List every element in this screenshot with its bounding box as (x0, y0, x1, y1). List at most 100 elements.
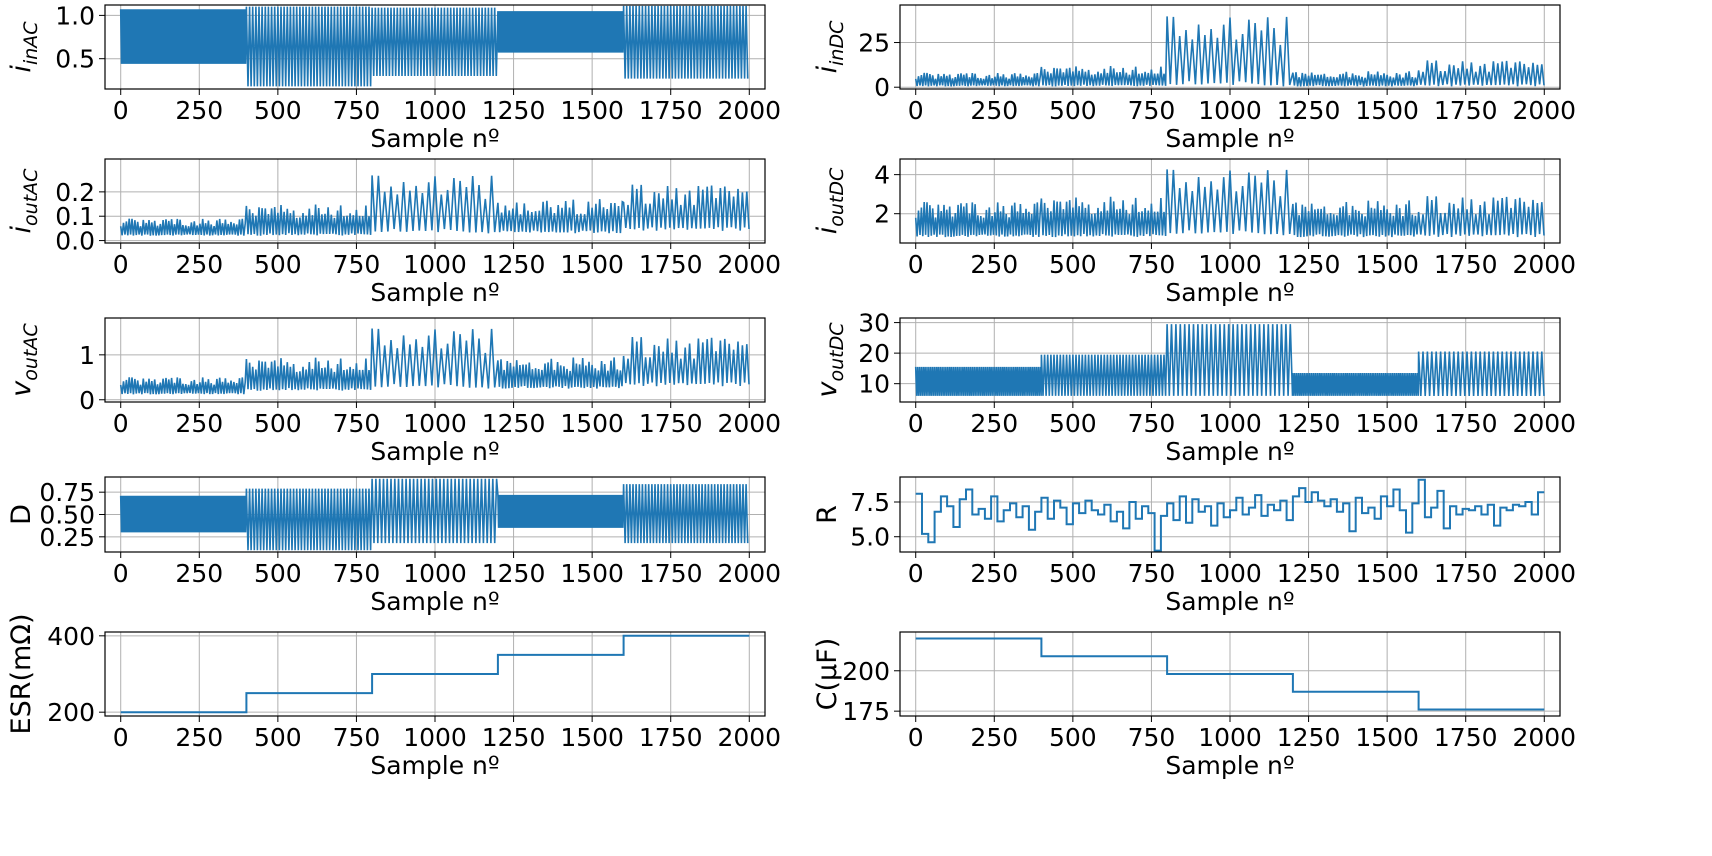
x-tick-label: 250 (175, 559, 223, 588)
y-axis-label: voutAC (6, 323, 42, 397)
x-tick-label: 2000 (717, 250, 781, 279)
series-line-ESR (120, 634, 750, 714)
y-axis-label-main: i (6, 225, 37, 233)
x-tick-label: 1500 (560, 409, 624, 438)
x-tick-label: 250 (970, 723, 1018, 752)
x-axis-label: Sample nº (1165, 587, 1294, 616)
x-tick-label: 1250 (482, 409, 546, 438)
y-axis-label-subscript: outAC (20, 168, 42, 226)
x-tick-label: 0 (908, 559, 924, 588)
x-tick-label: 1000 (403, 250, 467, 279)
x-tick-label: 1250 (1277, 96, 1341, 125)
x-tick-label: 250 (970, 96, 1018, 125)
x-tick-label: 500 (1049, 96, 1097, 125)
x-tick-label: 1750 (1434, 723, 1498, 752)
y-axis-label: iinDC (812, 20, 848, 73)
x-tick-label: 1750 (1434, 250, 1498, 279)
x-tick-label: 500 (1049, 559, 1097, 588)
x-tick-label: 1750 (1434, 559, 1498, 588)
y-axis-label-main: v (6, 380, 37, 397)
x-tick-label: 1500 (1355, 250, 1419, 279)
x-tick-label: 750 (333, 409, 381, 438)
x-tick-label: 500 (254, 250, 302, 279)
x-tick-label: 2000 (1512, 250, 1576, 279)
x-tick-label: 1000 (403, 559, 467, 588)
y-tick-label: 0 (874, 73, 890, 102)
y-axis-label-subscript: outAC (20, 323, 42, 381)
x-tick-label: 750 (1128, 96, 1176, 125)
x-tick-label: 1250 (1277, 250, 1341, 279)
axes-frame (104, 476, 766, 553)
x-tick-label: 1000 (403, 409, 467, 438)
x-tick-label: 250 (970, 250, 1018, 279)
x-tick-label: 1750 (1434, 409, 1498, 438)
y-axis-label: C(μF) (812, 638, 843, 711)
axes-frame (104, 631, 766, 717)
axes-frame (899, 4, 1561, 90)
series-line-iinDC (914, 16, 1545, 87)
x-tick-label: 1750 (639, 96, 703, 125)
x-tick-label: 0 (113, 723, 129, 752)
x-tick-label: 1250 (1277, 559, 1341, 588)
y-tick-label: 0.25 (39, 523, 95, 552)
x-tick-label: 500 (254, 96, 302, 125)
chart-panel-R: 0 250 500 750 1000 1250 1500 1750 2000 5.0 7.5 Samp… (812, 476, 1576, 616)
x-tick-label: 1500 (560, 250, 624, 279)
y-tick-label: 200 (842, 657, 890, 686)
y-axis-label: D (6, 504, 37, 525)
chart-panel-voutAC: 0 250 500 750 1000 1250 1500 1750 2000 0 1 Sample n… (6, 317, 781, 466)
axes-frame (104, 158, 766, 244)
x-tick-label: 750 (333, 96, 381, 125)
x-tick-label: 750 (333, 723, 381, 752)
x-tick-label: 250 (970, 409, 1018, 438)
y-tick-label: 2 (874, 200, 890, 229)
y-tick-label: 200 (47, 698, 95, 727)
x-tick-label: 1000 (1198, 96, 1262, 125)
y-axis-label: ioutDC (812, 167, 848, 234)
x-tick-label: 250 (175, 250, 223, 279)
x-axis-label: Sample nº (1165, 437, 1294, 466)
x-axis-label: Sample nº (370, 278, 499, 307)
y-tick-label: 0.75 (39, 478, 95, 507)
x-tick-label: 1500 (1355, 723, 1419, 752)
x-tick-label: 1000 (1198, 559, 1262, 588)
series-line-ioutAC (119, 175, 750, 236)
series-line-ioutDC (914, 169, 1545, 238)
y-axis-label-main: C(μF) (812, 638, 843, 711)
x-tick-label: 2000 (1512, 409, 1576, 438)
x-tick-label: 250 (970, 559, 1018, 588)
axes-frame (899, 631, 1561, 717)
y-tick-label: 0.1 (55, 202, 95, 231)
x-tick-label: 1500 (1355, 96, 1419, 125)
x-tick-label: 0 (113, 250, 129, 279)
x-tick-label: 1750 (1434, 96, 1498, 125)
y-tick-label: 0.0 (55, 227, 95, 256)
y-axis-label-main: R (812, 505, 843, 524)
y-axis-label-subscript: outDC (826, 167, 848, 227)
y-tick-label: 25 (858, 29, 890, 58)
x-axis-label: Sample nº (1165, 278, 1294, 307)
x-tick-label: 750 (333, 250, 381, 279)
x-tick-label: 1000 (403, 96, 467, 125)
y-tick-label: 30 (858, 309, 890, 338)
chart-panel-ESR: 0 250 500 750 1000 1250 1500 1750 2000 200 400 Samp… (6, 614, 781, 780)
x-tick-label: 500 (254, 559, 302, 588)
y-axis-label-subscript: outDC (826, 322, 848, 382)
x-tick-label: 1000 (1198, 409, 1262, 438)
y-axis-label: iinAC (6, 21, 42, 73)
y-axis-label: ioutAC (6, 168, 42, 234)
x-tick-label: 500 (254, 723, 302, 752)
series-line-R (915, 478, 1545, 552)
x-tick-label: 2000 (717, 409, 781, 438)
x-tick-label: 1000 (1198, 250, 1262, 279)
chart-panel-iinDC: 0 250 500 750 1000 1250 1500 1750 2000 0 25 Sample … (812, 4, 1576, 153)
x-tick-label: 500 (254, 409, 302, 438)
x-tick-label: 750 (1128, 250, 1176, 279)
x-tick-label: 1500 (560, 559, 624, 588)
chart-panel-C: 0 250 500 750 1000 1250 1500 1750 2000 175 200 Samp… (812, 631, 1576, 780)
x-axis-label: Sample nº (1165, 124, 1294, 153)
x-tick-label: 0 (908, 96, 924, 125)
y-tick-label: 10 (858, 370, 890, 399)
x-tick-label: 750 (1128, 559, 1176, 588)
